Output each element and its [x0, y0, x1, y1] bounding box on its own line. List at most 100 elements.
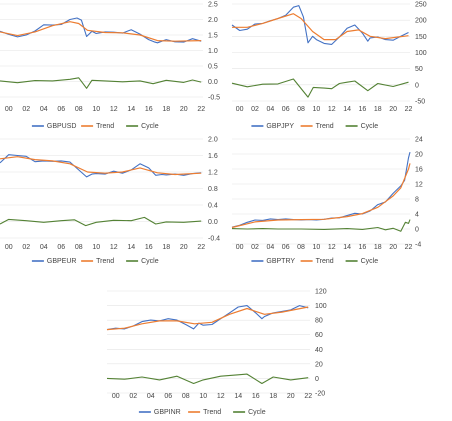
chart-panel-4: 120 100 80 60 40 20 0 -20 00 02 04 06 08 10 12 14 16 18 20…: [106, 289, 327, 416]
x-tick-label: 18: [374, 244, 382, 251]
x-tick-label: 04: [40, 244, 48, 251]
legend-label: GBPJPY: [266, 123, 294, 130]
cycle-line: [106, 373, 309, 385]
chart-panel-2: 2.0 1.6 1.2 0.8 0.4 0.0 -0.4 00 02 04 06 08 10 12 14 16…: [0, 137, 220, 265]
x-tick-label: 18: [162, 244, 170, 251]
legend-label: GBPUSD: [47, 123, 77, 130]
x-tick-label: 12: [110, 106, 118, 113]
x-tick-label: 20: [180, 244, 188, 251]
y-tick-label: 200: [415, 18, 427, 25]
x-tick-label: 22: [304, 393, 312, 400]
x-tick-label: 04: [266, 106, 274, 113]
y-tick-label: -20: [315, 391, 325, 398]
x-tick-label: 16: [145, 106, 153, 113]
x-tick-label: 00: [112, 393, 120, 400]
x-tick-label: 16: [359, 106, 367, 113]
x-tick-label: 04: [40, 106, 48, 113]
y-tick-label: 0: [315, 376, 319, 383]
y-tick-label: 8: [415, 197, 419, 204]
cycle-line: [231, 78, 409, 98]
x-tick-label: 06: [57, 106, 65, 113]
trend-line: [0, 156, 202, 176]
x-tick-label: 08: [75, 106, 83, 113]
x-tick-label: 08: [75, 244, 83, 251]
y-tick-label: 50: [415, 66, 423, 73]
x-tick-label: 12: [328, 106, 336, 113]
cycle-line: [0, 77, 202, 89]
x-tick-label: 14: [127, 244, 135, 251]
chart-panel-1: 250 200 150 100 50 0 -50 00 02 04 06 08 10 12 14 16 18 20…: [231, 2, 427, 130]
x-tick-label: 18: [374, 106, 382, 113]
series-line: [106, 305, 309, 331]
series-line: [0, 154, 202, 178]
y-tick-label: -0.4: [208, 236, 220, 243]
y-tick-label: -0.5: [208, 95, 220, 102]
y-tick-label: 40: [315, 347, 323, 354]
chart-panel-3: 24 20 16 12 8 4 0 -4 00 02 04 06 08 10 12 14 16 18 20 22 GBP…: [231, 137, 423, 265]
cycle-line: [0, 216, 202, 227]
x-tick-label: 22: [197, 106, 205, 113]
x-tick-label: 10: [312, 244, 320, 251]
x-tick-label: 02: [251, 244, 259, 251]
x-tick-label: 00: [5, 244, 13, 251]
y-tick-label: 60: [315, 332, 323, 339]
y-tick-label: 20: [415, 152, 423, 159]
x-tick-label: 16: [252, 393, 260, 400]
x-tick-label: 02: [129, 393, 137, 400]
y-tick-label: 0.5: [208, 64, 218, 71]
y-tick-label: 0.0: [208, 219, 218, 226]
x-tick-label: 06: [164, 393, 172, 400]
y-tick-label: 24: [415, 137, 423, 144]
trend-line: [232, 13, 409, 41]
x-tick-label: 04: [266, 244, 274, 251]
x-tick-label: 10: [312, 106, 320, 113]
y-tick-label: -4: [415, 242, 421, 249]
y-tick-label: 16: [415, 167, 423, 174]
x-tick-label: 20: [389, 244, 397, 251]
y-tick-label: 1.2: [208, 170, 218, 177]
x-tick-label: 06: [57, 244, 65, 251]
x-tick-label: 06: [282, 106, 290, 113]
x-tick-label: 00: [236, 244, 244, 251]
x-tick-label: 02: [22, 106, 30, 113]
y-tick-label: 80: [315, 318, 323, 325]
legend-label: GBPTRY: [266, 258, 295, 265]
legend-label: Cycle: [361, 123, 379, 130]
y-tick-label: 0.4: [208, 203, 218, 210]
x-tick-label: 20: [180, 106, 188, 113]
x-tick-label: 14: [343, 106, 351, 113]
legend-label: Trend: [96, 123, 114, 130]
y-tick-label: 120: [315, 289, 327, 296]
y-tick-label: 1.5: [208, 33, 218, 40]
y-tick-label: 4: [415, 212, 419, 219]
y-tick-label: 100: [415, 50, 427, 57]
x-tick-label: 22: [405, 106, 413, 113]
x-tick-label: 10: [92, 244, 100, 251]
x-tick-label: 14: [343, 244, 351, 251]
x-tick-label: 08: [182, 393, 190, 400]
x-tick-label: 22: [405, 244, 413, 251]
y-tick-label: -50: [415, 99, 425, 106]
cycle-line: [231, 219, 411, 232]
x-tick-label: 20: [287, 393, 295, 400]
x-tick-label: 18: [162, 106, 170, 113]
x-tick-label: 10: [199, 393, 207, 400]
x-tick-label: 06: [282, 244, 290, 251]
y-tick-label: 100: [315, 303, 327, 310]
chart-panel-0: 2.5 2.0 1.5 1.0 0.5 0.0 -0.5 00 02 04 06 08 10 12 14 16…: [0, 2, 220, 130]
legend-label: Cycle: [248, 409, 266, 416]
x-tick-label: 08: [297, 244, 305, 251]
x-tick-label: 02: [251, 106, 259, 113]
y-tick-label: 2.5: [208, 2, 218, 9]
y-tick-label: 150: [415, 34, 427, 41]
y-tick-label: 2.0: [208, 17, 218, 24]
legend-label: GBPEUR: [47, 258, 77, 265]
x-tick-label: 14: [127, 106, 135, 113]
legend-label: Cycle: [141, 258, 159, 265]
legend-label: GBPINR: [154, 409, 181, 416]
legend-label: Trend: [316, 258, 334, 265]
legend-label: Trend: [316, 123, 334, 130]
x-tick-label: 12: [217, 393, 225, 400]
y-tick-label: 0: [415, 227, 419, 234]
x-tick-label: 22: [197, 244, 205, 251]
